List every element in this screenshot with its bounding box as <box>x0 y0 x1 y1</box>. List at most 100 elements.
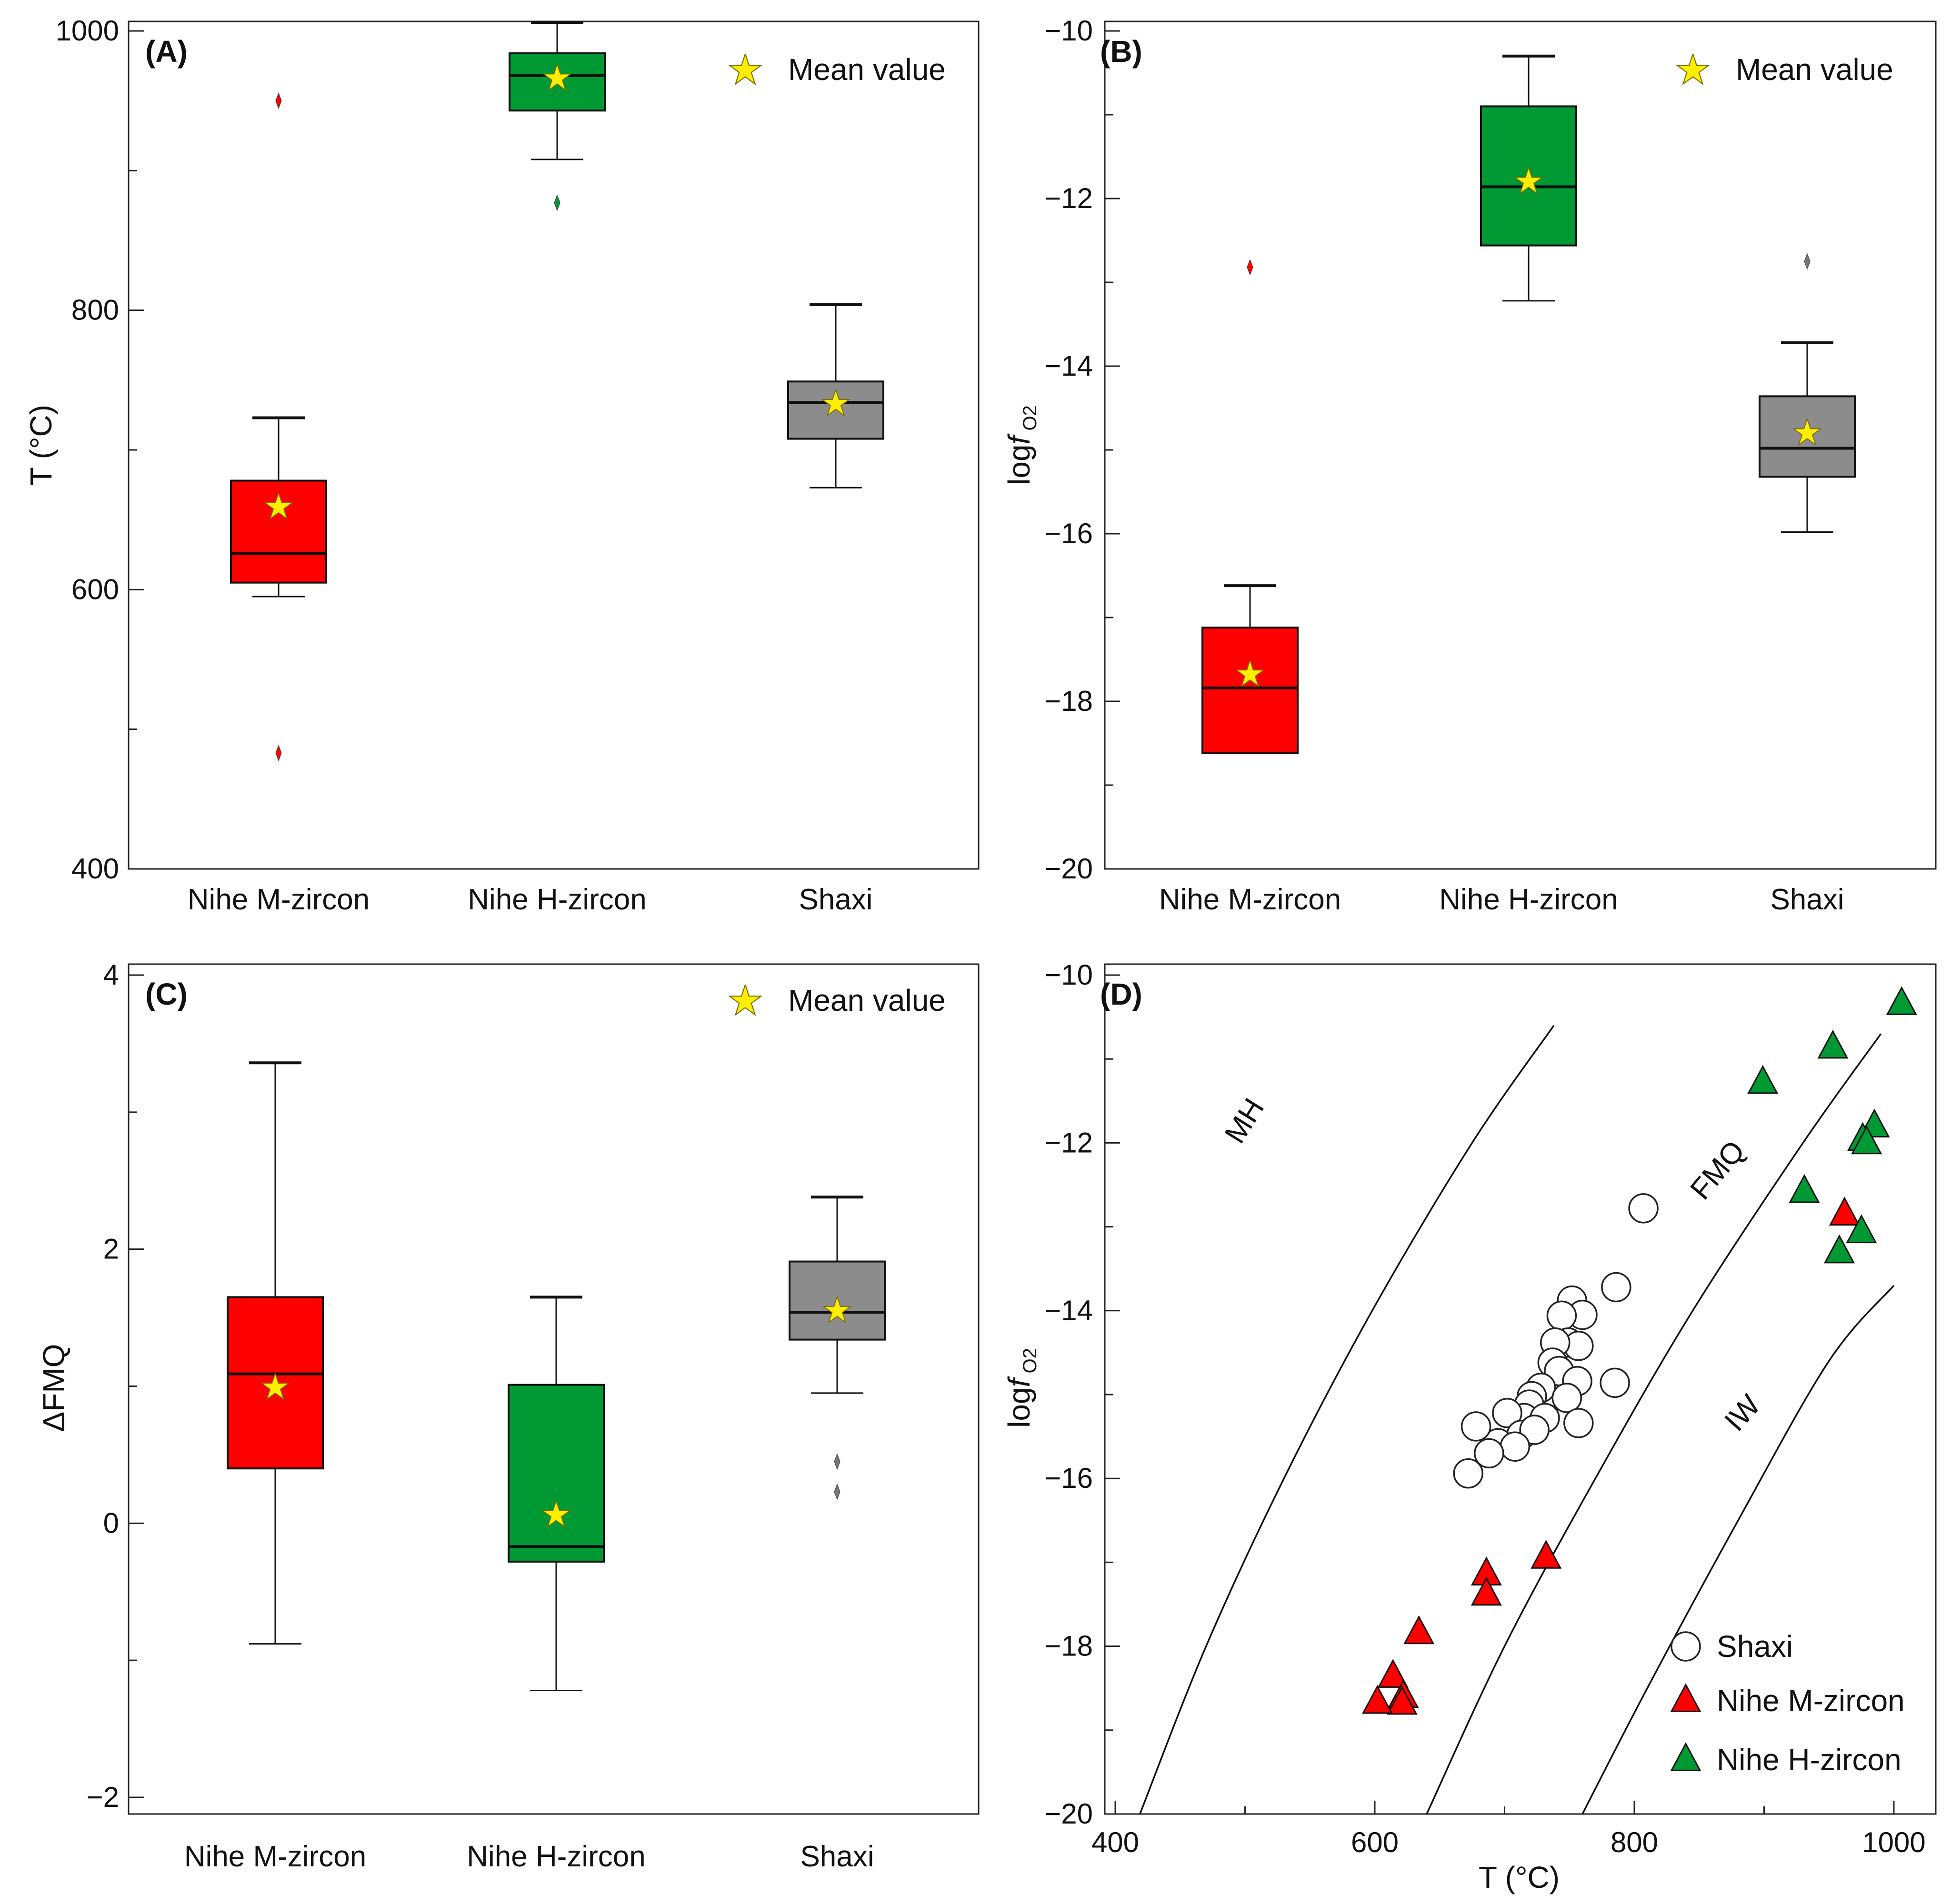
panel-a-frame <box>128 20 980 870</box>
x-tick-label: 600 <box>1351 1826 1399 1858</box>
y-tick-label: −18 <box>1044 1630 1093 1662</box>
point-shaxi <box>1500 1431 1531 1462</box>
box-nihe-m-zircon <box>1201 259 1299 755</box>
panel-c-legend-label: Mean value <box>788 983 946 1017</box>
legend-label: Nihe M-zircon <box>1717 1684 1905 1718</box>
panel-a-legend-star-icon <box>729 54 762 85</box>
y-tick-label: 4 <box>103 959 119 991</box>
y-tick-label: −20 <box>1044 853 1093 885</box>
y-tick-label: −10 <box>1044 959 1093 991</box>
panel-c-legend-star-icon <box>729 985 762 1016</box>
box-nihe-m-zircon <box>227 1061 324 1645</box>
point-shaxi <box>1551 1383 1582 1413</box>
x-tick-label: 400 <box>1091 1826 1139 1858</box>
panel-a-category-labels: Nihe M-zircon Nihe H-zircon Shaxi <box>188 883 873 916</box>
y-tick-label: −18 <box>1044 685 1093 717</box>
point-shaxi <box>1474 1438 1504 1469</box>
box-nihe-m-zircon <box>230 92 327 761</box>
outlier-point <box>834 1453 840 1470</box>
y-tick-label: 400 <box>71 853 119 885</box>
box-nihe-h-zircon <box>1480 54 1577 302</box>
panel-b-category-labels: Nihe M-zircon Nihe H-zircon Shaxi <box>1159 883 1844 916</box>
point-nihe-h-zircon <box>1789 1174 1820 1203</box>
panel-d-legend: Shaxi Nihe M-zircon Nihe H-zircon <box>1670 1629 1905 1777</box>
point-nihe-h-zircon <box>1747 1065 1779 1094</box>
panel-a-y-axis-label: T (°C) <box>24 405 58 486</box>
legend-marker-nihe-h-zircon <box>1670 1742 1701 1771</box>
y-tick-label: 1000 <box>56 15 119 47</box>
y-tick-label: −14 <box>1044 350 1093 382</box>
point-nihe-m-zircon <box>1386 1685 1418 1715</box>
point-shaxi <box>1546 1300 1577 1331</box>
y-tick-label: −10 <box>1044 15 1093 47</box>
box-shaxi <box>1759 253 1856 533</box>
panel-a-y-ticks: 400 600 800 1000 <box>56 15 144 885</box>
category-label: Nihe H-zircon <box>467 1840 646 1873</box>
y-tick-label: −16 <box>1044 1462 1093 1494</box>
legend-marker-shaxi <box>1671 1631 1701 1662</box>
outlier-point <box>554 194 560 211</box>
point-nihe-h-zircon <box>1817 1029 1849 1059</box>
panel-c-boxes <box>227 1061 886 1691</box>
panel-c-category-labels: Nihe M-zircon Nihe H-zircon Shaxi <box>184 1840 874 1873</box>
panel-a-legend-label: Mean value <box>788 52 946 87</box>
panel-b-tag: (B) <box>1100 34 1142 69</box>
buffer-label-mh: MH <box>1219 1093 1271 1149</box>
point-nihe-h-zircon <box>1886 986 1917 1015</box>
category-label: Shaxi <box>800 1840 874 1873</box>
category-label: Nihe H-zircon <box>1439 883 1618 916</box>
box-shaxi <box>789 1196 886 1500</box>
category-label: Shaxi <box>1770 883 1844 916</box>
point-shaxi <box>1453 1458 1483 1489</box>
panel-d-data-points <box>1361 986 1917 1715</box>
point-shaxi <box>1628 1193 1659 1224</box>
panel-b-frame <box>1104 20 1937 870</box>
panel-a-tag: (A) <box>145 34 188 69</box>
category-label: Nihe M-zircon <box>1159 883 1341 916</box>
box-shaxi <box>787 303 884 488</box>
point-shaxi <box>1492 1398 1522 1428</box>
panel-c: (C) ΔFMQ −2 0 2 4 Nihe M-zircon Nihe H-zirco… <box>37 959 980 1873</box>
y-tick-label: 2 <box>103 1233 119 1265</box>
panel-c-y-axis-label: ΔFMQ <box>37 1344 71 1432</box>
buffer-label-iw: IW <box>1718 1389 1767 1438</box>
panel-d-tag: (D) <box>1100 977 1142 1011</box>
point-nihe-h-zircon <box>1846 1214 1877 1244</box>
panel-d-buffer-curves <box>1139 1025 1895 1814</box>
iqr-box <box>508 1384 605 1563</box>
buffer-label-fmq: FMQ <box>1684 1135 1751 1206</box>
outlier-point <box>275 745 282 761</box>
point-nihe-m-zircon <box>1377 1659 1409 1688</box>
y-tick-label: −2 <box>87 1781 119 1813</box>
point-nihe-m-zircon <box>1531 1540 1562 1569</box>
point-nihe-m-zircon <box>1361 1685 1393 1714</box>
y-tick-label: 800 <box>71 294 119 326</box>
category-label: Nihe M-zircon <box>184 1840 366 1873</box>
point-shaxi <box>1519 1415 1550 1445</box>
iqr-box <box>1201 627 1299 755</box>
buffer-curve-iw <box>1581 1285 1895 1814</box>
panel-d-x-axis-label: T (°C) <box>1479 1860 1560 1894</box>
point-nihe-m-zircon <box>1403 1615 1435 1645</box>
category-label: Nihe M-zircon <box>188 883 370 916</box>
panel-b-y-axis-label: logf O2 <box>1002 405 1041 485</box>
y-tick-label: −14 <box>1044 1295 1093 1326</box>
panel-b-y-ticks: −20 −18 −16 −14 −12 −10 <box>1044 15 1120 885</box>
category-label: Shaxi <box>799 883 872 916</box>
panel-b-legend-star-icon <box>1676 54 1710 85</box>
point-shaxi <box>1563 1408 1594 1438</box>
point-shaxi <box>1461 1411 1491 1442</box>
panel-c-y-ticks: −2 0 2 4 <box>87 959 144 1813</box>
panel-c-tag: (C) <box>145 977 188 1011</box>
point-shaxi <box>1600 1367 1630 1398</box>
panel-b: (B) logf O2 −20 −18 −16 −14 −12 −10 Nihe M-zi… <box>1002 15 1937 916</box>
point-nihe-m-zircon <box>1471 1576 1502 1606</box>
buffer-curve-fmq <box>1426 1033 1882 1814</box>
panel-d-axis-ticks: −20 −18 −16 −14 −12 −10 400 600 800 1000 <box>1044 959 1926 1858</box>
outlier-point <box>275 92 282 110</box>
x-tick-label: 1000 <box>1862 1826 1925 1858</box>
box-nihe-h-zircon <box>509 21 606 211</box>
legend-marker-nihe-m-zircon <box>1670 1683 1701 1712</box>
